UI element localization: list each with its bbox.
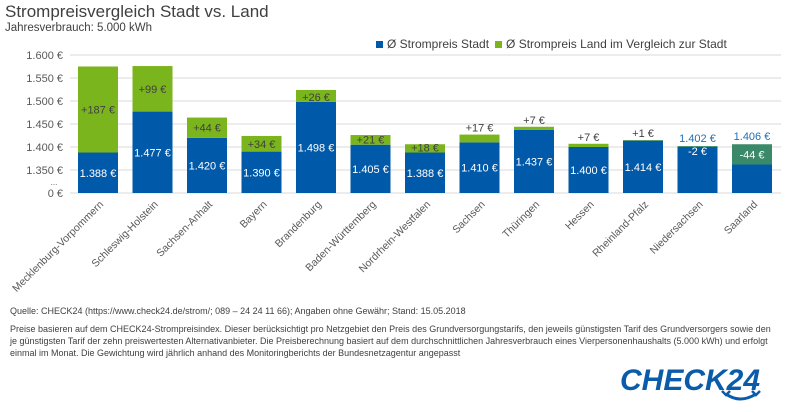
stadt-value-label: 1.437 € [516,156,553,168]
logo-smile-left-hook [721,390,731,397]
diff-label: +187 € [81,105,115,117]
stadt-total-label: 1.406 € [734,131,771,143]
data-labels: +187 € 1.388 € +99 € 1.477 € +44 € 1.420 € +34… [80,84,771,180]
bar-stadt [132,111,173,193]
legend-swatch-stadt [376,40,383,48]
y-tick-label: 1.550 € [26,73,63,85]
stadt-total-label: 1.402 € [679,133,716,145]
y-tick-label: 0 € [48,188,63,200]
bar-stadt [78,152,118,193]
bar-land-diff [568,143,609,147]
diff-label: +7 € [578,132,600,144]
diff-label: -2 € [688,146,707,158]
diff-label: +1 € [632,128,654,140]
y-tick-label: 1.450 € [26,119,63,131]
stadt-value-label: 1.477 € [134,147,171,159]
logo-smile-right-hook [751,390,761,397]
chart-svg: 0 € 1.350 € 1.400 € 1.450 € 1.500 € 1.550 € 1.… [10,50,781,295]
bar-land-diff [78,66,118,153]
stadt-value-label: 1.498 € [298,142,335,154]
stadt-value-label: 1.400 € [570,165,607,177]
bar-land [677,147,718,193]
legend-item-stadt: Ø Strompreis Stadt [376,37,489,51]
x-axis: Mecklenburg-VorpommernSchleswig-Holstein… [10,199,760,295]
diff-label: +99 € [139,84,167,96]
diff-label: +18 € [411,143,439,155]
bar-stadt [405,152,445,193]
stadt-value-label: 1.388 € [407,168,444,180]
x-category-label: Rheinland-Pfalz [590,199,651,260]
diff-label: +34 € [248,139,276,151]
source-text: Quelle: CHECK24 (https://www.check24.de/… [10,306,466,316]
x-category-label: Bayern [238,199,270,231]
y-tick-label: 1.500 € [26,96,63,108]
check24-logo: CHECK24 [620,364,761,401]
stadt-value-label: 1.414 € [625,162,662,174]
x-category-label: Thüringen [500,199,542,241]
bar-stadt [241,151,282,193]
y-tick-label: 1.600 € [26,50,63,62]
legend-swatch-land [495,40,503,48]
bar-land-diff-negative [732,144,772,165]
diff-label: +17 € [466,123,494,135]
diff-label: +21 € [357,135,385,147]
x-category-label: Saarland [722,199,760,237]
bars [78,66,772,193]
chart-title: Strompreisvergleich Stadt vs. Land [5,2,269,21]
legend-label-stadt: Ø Strompreis Stadt [387,37,490,51]
bar-stadt [568,147,609,193]
bar-stadt [514,129,554,193]
logo-smile-icon [725,392,757,401]
diff-label: +7 € [523,115,545,127]
diff-label: +44 € [193,123,221,135]
x-category-label: Sachsen-Anhalt [154,199,215,260]
stadt-value-label: 1.388 € [80,168,117,180]
stadt-value-label: 1.390 € [243,167,280,179]
bar-land-diff [132,66,173,112]
legend-label-land: Ø Strompreis Land im Vergleich zur Stadt [506,37,727,51]
stadt-value-label: 1.410 € [461,163,498,175]
y-axis: 0 € 1.350 € 1.400 € 1.450 € 1.500 € 1.550 € 1.… [26,50,63,200]
x-category-label: Hessen [563,199,597,233]
diff-label: +26 € [302,92,330,104]
legend-item-land: Ø Strompreis Land im Vergleich zur Stadt [495,37,727,51]
bar-stadt [187,137,227,193]
bar-stadt [623,140,663,193]
methodology-note: Preise basieren auf dem CHECK24-Strompre… [10,324,771,358]
x-category-label: Mecklenburg-Vorpommern [10,199,106,295]
logo-text: CHECK24 [620,364,760,397]
diff-label: -44 € [739,149,764,161]
x-category-label: Sachsen [450,199,487,236]
stadt-value-label: 1.405 € [352,164,389,176]
x-category-label: Niedersachsen [648,199,706,257]
bar-land-diff [350,135,391,145]
stadt-value-label: 1.420 € [189,160,226,172]
y-tick-label: 1.350 € [26,165,63,177]
bar-land-diff [459,134,500,143]
bar-land-diff [187,117,227,138]
bar-land-diff [405,144,445,153]
bar-land-diff [514,126,554,130]
legend: Ø Strompreis Stadt Ø Strompreis Land im … [376,37,733,51]
x-category-label: Brandenburg [273,199,325,251]
bar-land-diff [241,135,282,152]
bar-stadt [459,142,500,193]
bar-land-diff-negative [677,146,718,147]
y-tick-label: 1.400 € [26,142,63,154]
bar-land [732,164,772,193]
y-axis-break: ... [51,178,58,187]
bar-stadt [350,144,391,193]
chart-subtitle: Jahresverbrauch: 5.000 kWh [5,22,153,34]
bar-stadt [296,101,336,193]
bar-land-diff [296,89,336,102]
